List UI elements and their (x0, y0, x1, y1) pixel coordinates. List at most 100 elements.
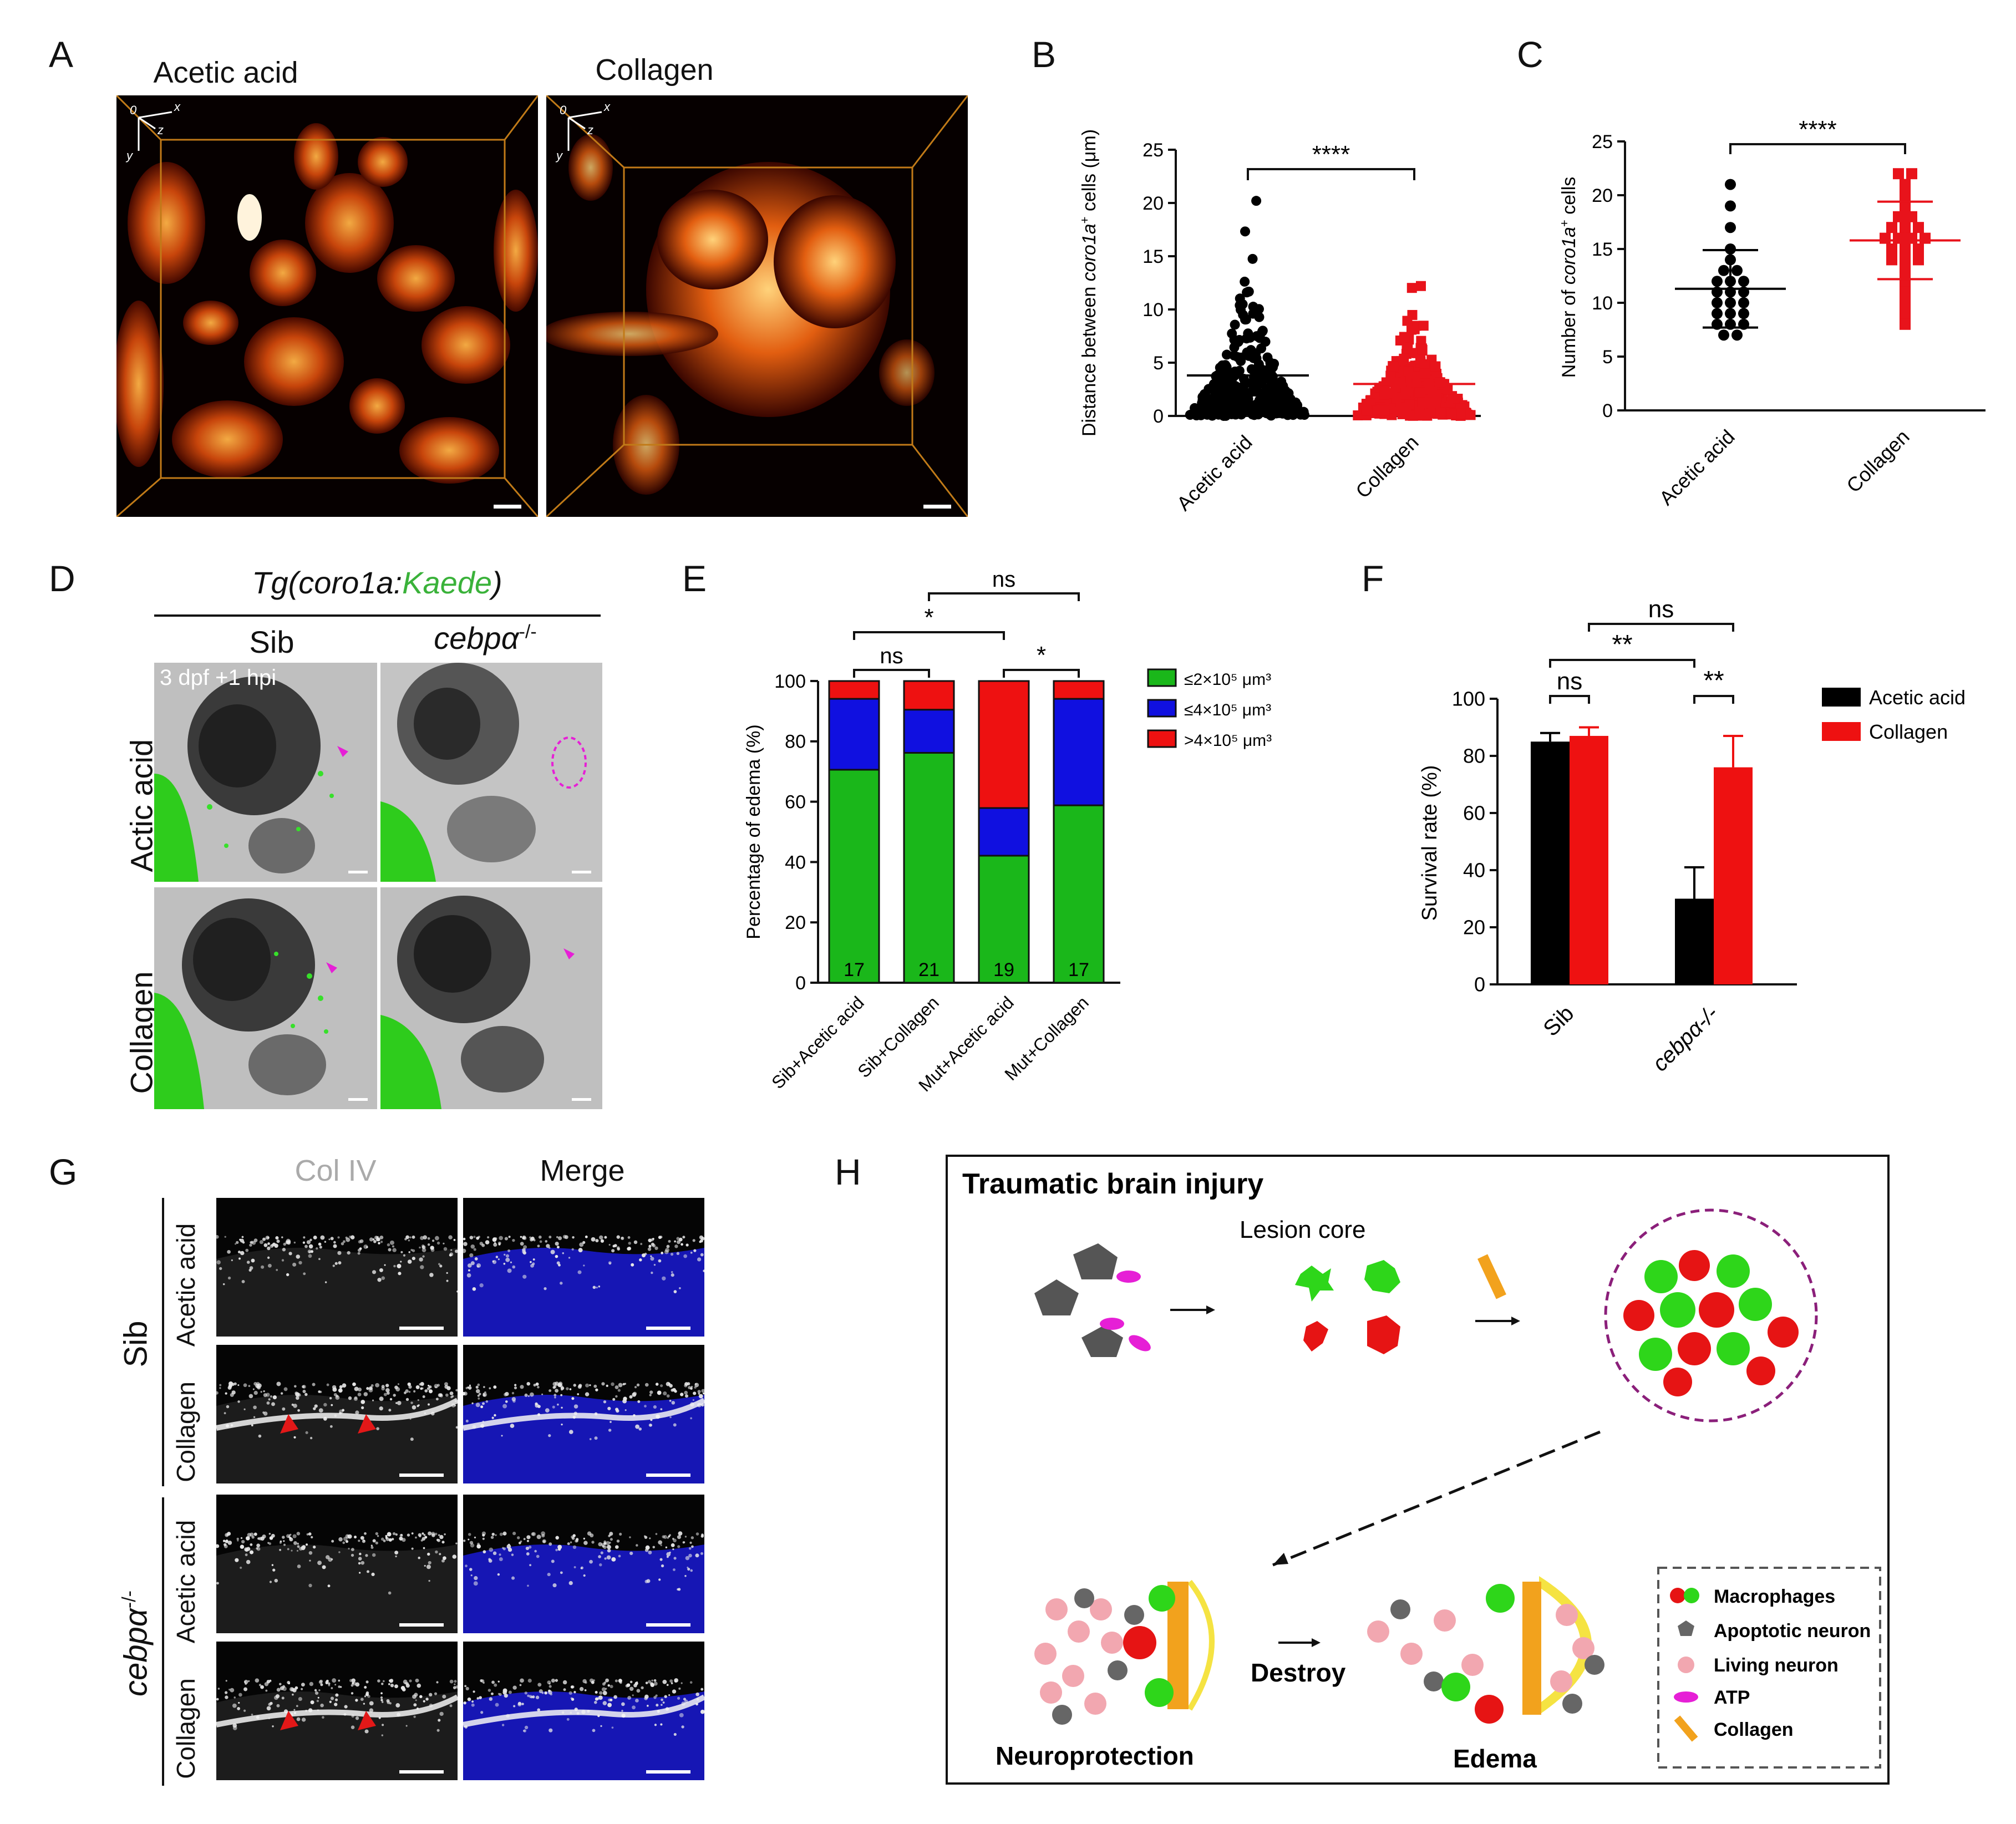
speckle (665, 1546, 668, 1548)
speckle (483, 1386, 485, 1388)
speckle (435, 1550, 438, 1554)
speckle (596, 1286, 598, 1289)
speckle (685, 1243, 689, 1247)
speckle (318, 1689, 321, 1691)
speckle (266, 1401, 270, 1405)
data-point (1251, 348, 1261, 359)
speckle (469, 1236, 474, 1239)
data-point (1880, 232, 1891, 244)
speckle (272, 1725, 274, 1728)
speckle (243, 1383, 247, 1388)
speckle (445, 1393, 449, 1397)
speckle (428, 1531, 432, 1536)
speckle (442, 1694, 446, 1699)
col-iv-image (216, 1345, 458, 1483)
speckle (446, 1279, 449, 1282)
speckle (428, 1389, 433, 1394)
data-point (1274, 408, 1284, 418)
merge-image (463, 1495, 704, 1633)
speckle (318, 1390, 321, 1393)
speckle (507, 1249, 511, 1252)
speckle (701, 1389, 704, 1393)
sig-star-2-label: * (1037, 642, 1046, 669)
speckle (601, 1687, 606, 1691)
speckle (449, 1704, 453, 1708)
speckle (312, 1383, 316, 1386)
speckle (392, 1532, 396, 1536)
speckle (650, 1255, 652, 1257)
speckle (608, 1244, 611, 1246)
speckle (600, 1551, 603, 1554)
speckle (320, 1683, 323, 1686)
speckle (355, 1410, 359, 1415)
x-tick-label: Acetic acid (1655, 425, 1739, 510)
speckle (251, 1536, 255, 1539)
speckle (608, 1429, 612, 1432)
speckle (342, 1383, 347, 1388)
data-point (1446, 409, 1457, 420)
speckle (389, 1679, 392, 1682)
speckle (502, 1531, 507, 1536)
data-point (1401, 387, 1411, 397)
speckle (438, 1393, 442, 1398)
data-point (1712, 297, 1723, 308)
speckle (671, 1401, 676, 1405)
speckle (524, 1393, 528, 1397)
speckle (454, 1404, 456, 1407)
lesion-cells (1623, 1250, 1799, 1396)
apoptotic-neuron-icon (1034, 1243, 1123, 1357)
speckle (527, 1678, 532, 1683)
speckle (265, 1689, 268, 1692)
speckle (293, 1541, 297, 1545)
speckle (309, 1238, 312, 1242)
data-point (1399, 332, 1409, 342)
speckle (657, 1390, 662, 1395)
speckle (648, 1551, 652, 1554)
speckle (690, 1385, 693, 1388)
data-point (1361, 399, 1372, 409)
speckle (305, 1431, 308, 1434)
speckle (224, 1544, 228, 1548)
speckle (343, 1240, 346, 1243)
speckle (650, 1257, 654, 1261)
speckle (542, 1540, 546, 1543)
speckle (646, 1579, 651, 1583)
x-tick-label: Collagen (1842, 425, 1913, 497)
speckle (286, 1238, 291, 1243)
speckle (377, 1278, 382, 1282)
speckle (323, 1403, 327, 1407)
speckle (293, 1241, 296, 1244)
speckle (566, 1718, 570, 1721)
legend-label: Acetic acid (1869, 686, 1966, 709)
speckle (424, 1389, 428, 1393)
speckle (434, 1236, 439, 1241)
speckle (437, 1538, 440, 1542)
data-point (1253, 304, 1264, 314)
speckle (560, 1388, 563, 1391)
speckle (370, 1544, 373, 1547)
speckle (489, 1547, 494, 1552)
speckle (275, 1236, 279, 1240)
speckle (483, 1393, 485, 1395)
speckle (243, 1709, 246, 1712)
speckle (392, 1248, 397, 1252)
bar-n-label: 17 (1068, 959, 1089, 980)
speckle (549, 1389, 552, 1393)
speckle (677, 1696, 681, 1700)
speckle (316, 1700, 319, 1703)
speckle (580, 1566, 584, 1569)
speckle (523, 1729, 526, 1732)
speckle (468, 1533, 471, 1536)
speckle (388, 1409, 392, 1412)
speckle (216, 1582, 219, 1585)
speckle (375, 1383, 380, 1388)
speckle (549, 1542, 552, 1546)
speckle (456, 1290, 458, 1293)
speckle (360, 1561, 365, 1565)
speckle (260, 1685, 264, 1689)
speckle (468, 1263, 472, 1268)
speckle (662, 1679, 667, 1684)
speckle (256, 1381, 260, 1386)
speckle (319, 1246, 322, 1249)
speckle (450, 1395, 453, 1399)
